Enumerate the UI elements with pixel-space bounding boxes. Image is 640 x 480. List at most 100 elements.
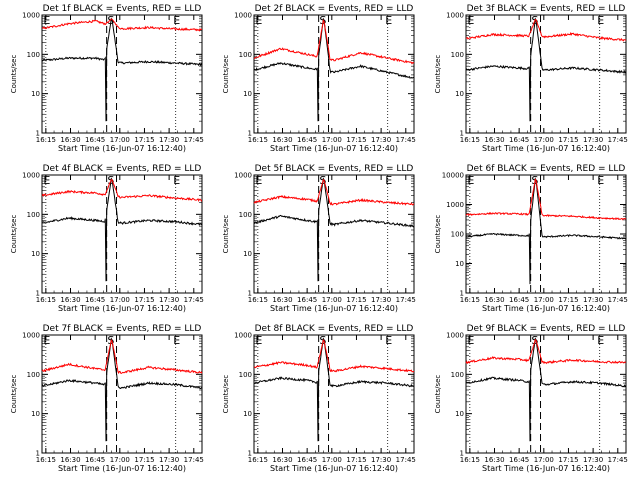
lld-series-line — [253, 178, 415, 206]
x-tick-label: 16:15 — [460, 136, 480, 144]
panel-title: Det 8f BLACK = Events, RED = LLD — [255, 324, 414, 334]
events-series-line — [41, 337, 202, 442]
event-marker-label: E — [173, 334, 180, 347]
y-tick-label: 10 — [31, 410, 40, 418]
events-series-line — [465, 337, 627, 442]
x-tick-label: 17:00 — [322, 296, 342, 304]
event-marker-label: E — [385, 14, 392, 27]
x-tick-label: 16:30 — [272, 456, 292, 464]
x-tick-label: 17:15 — [346, 136, 366, 144]
x-tick-label: 16:45 — [85, 456, 105, 464]
x-tick-label: 17:00 — [110, 136, 130, 144]
x-axis-label: Start Time (16-Jun-07 16:12:40) — [482, 464, 610, 473]
y-tick-label: 10 — [455, 90, 464, 98]
x-axis-label: Start Time (16-Jun-07 16:12:40) — [58, 144, 186, 153]
y-tick-label: 100 — [27, 371, 40, 379]
x-axis-label: Start Time (16-Jun-07 16:12:40) — [270, 464, 398, 473]
panel-title: Det 1f BLACK = Events, RED = LLD — [43, 4, 202, 14]
x-tick-label: 17:15 — [558, 296, 578, 304]
x-tick-label: 17:45 — [184, 296, 204, 304]
x-tick-label: 16:45 — [85, 136, 105, 144]
event-marker-label: E — [385, 334, 392, 347]
y-tick-label: 100 — [239, 211, 252, 219]
y-tick-label: 100 — [451, 371, 464, 379]
x-tick-label: 16:30 — [484, 136, 504, 144]
y-tick-label: 100 — [451, 231, 464, 239]
y-axis-label: Counts/sec — [10, 55, 18, 94]
x-tick-label: 16:45 — [297, 456, 317, 464]
x-tick-label: 16:30 — [60, 456, 80, 464]
y-axis-label: Counts/sec — [434, 215, 442, 254]
x-tick-label: 17:00 — [534, 456, 554, 464]
lld-series-line — [465, 178, 627, 221]
event-marker-label: E — [467, 14, 474, 27]
events-series-line — [465, 176, 627, 285]
x-tick-label: 17:15 — [134, 296, 154, 304]
x-tick-label: 17:00 — [534, 296, 554, 304]
y-tick-label: 1000 — [22, 332, 40, 340]
y-tick-label: 1000 — [446, 201, 464, 209]
y-tick-label: 10 — [455, 260, 464, 268]
y-tick-label: 1 — [36, 450, 40, 458]
x-tick-label: 17:30 — [583, 456, 603, 464]
plot-frame — [41, 174, 203, 294]
x-tick-label: 17:00 — [322, 136, 342, 144]
x-tick-label: 17:30 — [159, 456, 179, 464]
event-marker-label: E — [255, 14, 262, 27]
y-tick-label: 1 — [460, 290, 464, 298]
x-tick-label: 16:15 — [248, 136, 268, 144]
x-tick-label: 16:15 — [36, 296, 56, 304]
x-tick-label: 17:30 — [159, 136, 179, 144]
y-tick-label: 1000 — [446, 12, 464, 20]
plot-frame — [253, 334, 415, 454]
y-tick-label: 1 — [36, 130, 40, 138]
x-tick-label: 16:15 — [36, 136, 56, 144]
x-tick-label: 17:30 — [583, 136, 603, 144]
y-axis-label: Counts/sec — [222, 55, 230, 94]
panel-title: Det 4f BLACK = Events, RED = LLD — [43, 164, 202, 174]
y-tick-label: 1 — [36, 290, 40, 298]
x-tick-label: 17:45 — [396, 456, 416, 464]
y-tick-label: 1 — [460, 130, 464, 138]
event-marker-label: E — [255, 334, 262, 347]
event-marker-label: E — [255, 174, 262, 187]
y-tick-label: 100 — [451, 51, 464, 59]
y-axis-label: Counts/sec — [10, 375, 18, 414]
x-tick-label: 17:45 — [608, 456, 628, 464]
x-tick-label: 16:15 — [36, 456, 56, 464]
plot-frame — [41, 14, 203, 134]
panel-title: Det 6f BLACK = Events, RED = LLD — [467, 164, 626, 174]
x-tick-label: 17:15 — [346, 296, 366, 304]
x-axis-label: Start Time (16-Jun-07 16:12:40) — [270, 144, 398, 153]
plot-frame — [465, 14, 627, 134]
plot-frame — [41, 334, 203, 454]
x-axis-label: Start Time (16-Jun-07 16:12:40) — [482, 144, 610, 153]
lld-series-line — [41, 18, 202, 32]
y-tick-label: 10 — [31, 250, 40, 258]
events-series-line — [41, 17, 203, 122]
panel-det-7: Det 7f BLACK = Events, RED = LLD 1 10 100 10… — [10, 324, 204, 473]
event-marker-label: E — [467, 334, 474, 347]
x-tick-label: 16:30 — [272, 296, 292, 304]
y-tick-label: 10 — [31, 90, 40, 98]
x-tick-label: 17:15 — [558, 136, 578, 144]
x-tick-label: 17:30 — [371, 136, 391, 144]
x-tick-label: 17:30 — [159, 296, 179, 304]
event-marker-label: E — [467, 174, 474, 187]
x-axis-label: Start Time (16-Jun-07 16:12:40) — [58, 304, 186, 313]
x-tick-label: 17:45 — [184, 456, 204, 464]
y-tick-label: 1000 — [234, 332, 252, 340]
events-series-line — [465, 17, 627, 122]
plot-frame — [253, 14, 415, 134]
y-tick-label: 1000 — [234, 12, 252, 20]
y-tick-label: 10 — [243, 250, 252, 258]
x-tick-label: 17:15 — [346, 456, 366, 464]
y-tick-label: 1000 — [234, 172, 252, 180]
plot-frame — [465, 334, 627, 454]
x-axis-label: Start Time (16-Jun-07 16:12:40) — [482, 304, 610, 313]
panel-det-6: Det 6f BLACK = Events, RED = LLD 1 10 100 10… — [434, 164, 628, 313]
y-tick-label: 1 — [248, 450, 252, 458]
y-axis-label: Counts/sec — [222, 215, 230, 254]
event-marker-label: E — [597, 174, 604, 187]
